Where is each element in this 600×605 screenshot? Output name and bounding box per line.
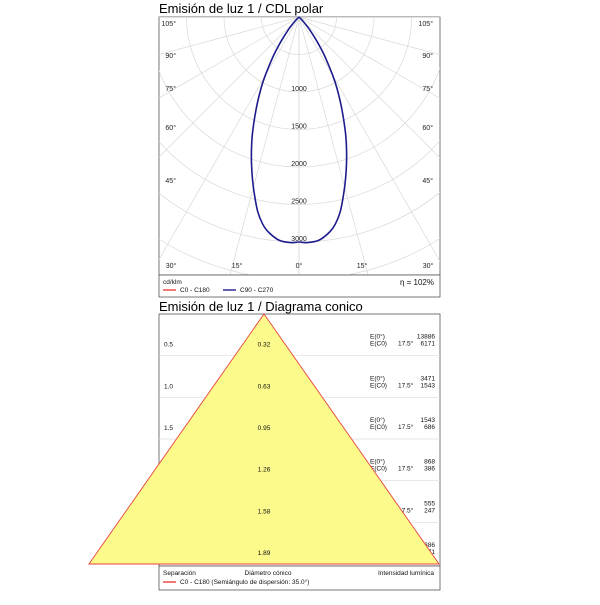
radial-label: 1000	[291, 86, 307, 93]
polar-spoke	[159, 17, 300, 158]
polar-unit-label: cd/klm	[163, 279, 182, 286]
angle-label-left: 60°	[165, 124, 176, 132]
polar-spoke	[298, 17, 440, 56]
cone-ec0-label: E(C0)	[370, 424, 387, 431]
angle-label-bottom: 30°	[423, 262, 434, 270]
cone-diameter-labels: 0.32 0.63 0.95 1.26 1.58 1.89	[258, 342, 271, 557]
angle-label-bottom: 15°	[232, 262, 243, 270]
cone-distance-label: 0.5	[164, 342, 173, 349]
polar-spoke	[299, 17, 301, 18]
cone-ec0-label: E(C0)	[370, 466, 387, 473]
polar-angle-labels: 105° 105° 90° 90° 75° 75° 60° 60° 45° 45° 30° 15° 0°…	[162, 20, 434, 270]
cone-e0-label: E(0°)	[370, 333, 385, 341]
angle-label-bottom: 0°	[296, 262, 303, 270]
cone-distance-label: 1.0	[164, 383, 173, 390]
cone-e0-label: E(0°)	[370, 458, 385, 466]
cone-angle-label: 17.5°	[398, 423, 414, 431]
polar-radial-labels: 1000 1500 2000 2500 3000	[291, 86, 307, 243]
polar-spoke	[298, 17, 440, 159]
cone-footer-box	[158, 565, 441, 591]
footer-diameter: Diámetro cónico	[245, 570, 292, 577]
angle-label-left: 75°	[165, 85, 176, 93]
cone-ec0-value: 386	[424, 466, 435, 473]
cone-e0-value: 3471	[421, 375, 436, 382]
angle-label-right: 45°	[422, 177, 433, 185]
cone-ec0-value: 1543	[421, 382, 436, 389]
cone-ec0-value: 247	[424, 507, 435, 514]
legend-label-c90-c270: C90 - C270	[240, 287, 274, 294]
radial-label: 2500	[291, 199, 307, 206]
cone-ec0-label: E(C0)	[370, 382, 387, 389]
cone-diameter-value: 0.63	[258, 383, 271, 390]
cone-e0-label: E(0°)	[370, 416, 385, 424]
polar-spoke	[298, 17, 440, 99]
angle-label-right: 105°	[419, 20, 434, 28]
cone-e0-value: 868	[424, 459, 435, 466]
polar-spoke	[299, 17, 300, 18]
footer-intensity: Intensidad lumínica	[378, 570, 434, 577]
polar-spoke	[299, 17, 300, 18]
angle-label-right: 75°	[422, 85, 433, 93]
angle-label-bottom: 15°	[357, 262, 368, 270]
cone-ec0-label: E(C0)	[370, 341, 387, 348]
angle-label-bottom: 30°	[166, 262, 177, 270]
cone-e0-value: 13886	[417, 334, 435, 341]
cone-e0-label: E(0°)	[370, 374, 385, 382]
cone-e0-value: 1543	[421, 417, 436, 424]
angle-label-left: 45°	[165, 177, 176, 185]
polar-legend-box	[158, 274, 441, 298]
polar-curve-c90-c270	[250, 16, 348, 244]
radial-label: 1500	[291, 124, 307, 131]
angle-label-left: 90°	[165, 52, 176, 60]
polar-spoke	[298, 17, 369, 275]
cone-diameter-value: 0.95	[258, 425, 271, 432]
cone-angle-label: 17.5°	[398, 381, 414, 389]
radial-label: 3000	[291, 236, 307, 243]
cone-diameter-value: 0.32	[258, 342, 271, 349]
polar-spoke	[159, 17, 300, 55]
cone-e0-value: 555	[424, 500, 435, 507]
cone-diameter-value: 1.89	[258, 550, 271, 557]
cone-distance-label: 1.5	[164, 425, 173, 432]
cone-ec0-value: 6171	[421, 341, 436, 348]
legend-label-c0-c180: C0 - C180	[180, 287, 210, 294]
cone-diameter-value: 1.26	[258, 467, 271, 474]
cone-legend-label: C0 - C180 (Semiángulo de dispersión: 35.…	[180, 578, 309, 586]
polar-efficiency: η = 102%	[400, 278, 434, 287]
radial-label: 2000	[291, 161, 307, 168]
light-cone	[88, 313, 440, 565]
cone-e0-value: 386	[424, 542, 435, 549]
cone-angle-label: 17.5°	[398, 340, 414, 348]
polar-spoke	[159, 17, 300, 99]
polar-title: Emisión de luz 1 / CDL polar	[159, 1, 324, 16]
angle-label-left: 105°	[162, 20, 177, 28]
cone-title: Emisión de luz 1 / Diagrama conico	[159, 299, 363, 314]
angle-label-right: 60°	[422, 124, 433, 132]
cone-angle-label: 17.5°	[398, 465, 414, 473]
footer-separation: Separación	[163, 570, 196, 577]
polar-frame	[158, 16, 441, 276]
cone-angle-label: 17.5°	[398, 506, 414, 514]
cone-ec0-value: 686	[424, 424, 435, 431]
polar-spoke	[229, 17, 300, 275]
cone-diameter-value: 1.58	[258, 508, 271, 515]
angle-label-right: 90°	[422, 52, 433, 60]
polar-spoke	[299, 17, 300, 18]
